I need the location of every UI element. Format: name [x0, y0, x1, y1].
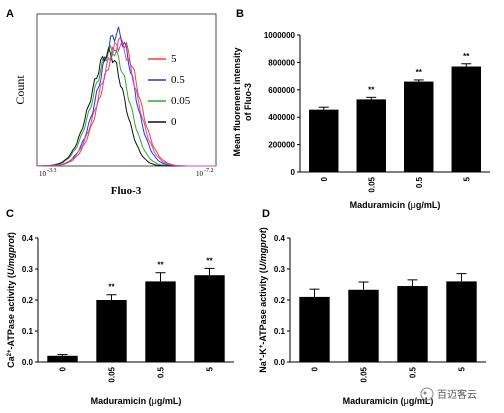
watermark-icon [420, 387, 434, 401]
histogram-tick-exp-left: -3.3 [47, 168, 57, 174]
x-axis-title: Maduramicin (μg/mL) [343, 396, 434, 406]
histogram-trace [37, 39, 216, 167]
bar [47, 355, 78, 362]
watermark: 百迈客云 [420, 387, 477, 401]
x-tick-label: 0.05 [360, 366, 369, 382]
y-tick-label: 0.2 [22, 296, 34, 305]
x-axis-title: Maduramicin (μg/mL) [350, 200, 441, 210]
x-tick-label: 0.5 [409, 366, 418, 378]
fluo3-intensity-chart: 0 200000 400000 600000 800000 1000000 0 ** 0.05 *… [232, 31, 490, 210]
bar [451, 66, 481, 172]
y-tick-label: 0.1 [22, 327, 34, 336]
significance-marker: ** [368, 85, 375, 94]
y-tick-label: 0.0 [22, 358, 34, 367]
bar [145, 281, 176, 362]
bar [348, 289, 379, 362]
bar [356, 99, 386, 172]
y-tick-label: 800000 [268, 58, 295, 67]
significance-marker: ** [416, 68, 423, 77]
y-tick-label: 0.4 [22, 234, 34, 243]
significance-marker: ** [463, 52, 470, 61]
x-tick-label: 5 [206, 366, 215, 371]
watermark-text: 百迈客云 [437, 388, 477, 401]
bar [194, 275, 225, 362]
y-axis-title: Mean fluorenent intensity [232, 47, 242, 156]
y-tick-label: 600000 [268, 86, 295, 95]
bar [404, 81, 434, 172]
ca-atpase-chart: 0.0 0.1 0.2 0.3 0.4 0 ** 0.05 ** 0.5 ** 5 Maduramici… [6, 232, 234, 406]
legend-label: 0 [171, 116, 177, 128]
bar [397, 286, 428, 362]
y-tick-label: 0.4 [274, 234, 286, 243]
histogram-x-tick-left: 10 -3.3 [39, 168, 57, 178]
y-tick-label: 400000 [268, 113, 295, 122]
y-tick-label: 0.2 [274, 296, 286, 305]
y-tick-label: 200000 [268, 141, 295, 150]
y-tick-label: 1000000 [264, 31, 296, 40]
legend-label: 5 [171, 53, 177, 65]
x-axis-title: Maduramicin (μg/mL) [91, 396, 182, 406]
y-tick-label: 0.3 [274, 265, 286, 274]
y-tick-label: 0.3 [22, 265, 34, 274]
x-tick-label: 5 [462, 176, 471, 181]
nak-atpase-chart: 0.0 0.1 0.2 0.3 0.4 0 0.05 0.5 5 Maduramicin (μg/… [258, 227, 486, 406]
histogram-tick-base-left: 10 [39, 170, 47, 178]
panel-letter-d: D [262, 208, 270, 220]
histogram-x-tick-right: 10 -7.2 [196, 168, 214, 178]
bar [446, 281, 477, 362]
histogram-legend: 5 0.5 0.05 0 [148, 53, 191, 128]
legend-label: 0.05 [171, 95, 191, 107]
y-tick-label: 0.1 [274, 327, 286, 336]
significance-marker: ** [157, 261, 164, 270]
x-tick-label: 0.5 [157, 366, 166, 378]
legend-label: 0.5 [171, 74, 185, 86]
x-tick-label: 0 [320, 176, 329, 181]
bar [309, 109, 339, 172]
significance-marker: ** [206, 256, 213, 265]
histogram-x-label: Fluo-3 [111, 185, 142, 197]
histogram-tick-base-right: 10 [196, 170, 204, 178]
bar [299, 296, 330, 362]
y-tick-label: 0 [291, 168, 296, 177]
x-tick-label: 0.05 [367, 176, 376, 192]
x-tick-label: 0 [59, 366, 68, 371]
x-tick-label: 0.5 [415, 176, 424, 188]
panel-letter-a: A [6, 8, 14, 20]
y-axis-title: Ca2+-ATPase activity (U/mgprot) [6, 232, 16, 368]
x-tick-label: 0 [311, 366, 320, 371]
histogram-frame [36, 13, 217, 167]
x-tick-label: 5 [458, 366, 467, 371]
histogram-panel: 5 0.5 0.05 0 Count Fluo-3 10 -3.3 10 -7.2 [13, 13, 217, 197]
y-tick-label: 0.0 [274, 358, 286, 367]
y-axis-title: Na+-K+-ATPase activity (U/mgprot) [258, 227, 268, 372]
significance-marker: ** [108, 283, 115, 292]
histogram-tick-exp-right: -7.2 [204, 168, 214, 174]
panel-letter-c: C [6, 208, 14, 220]
x-tick-label: 0.05 [108, 366, 117, 382]
bar [96, 300, 127, 362]
watermark-icon-dot [423, 391, 427, 395]
histogram-traces [36, 26, 216, 167]
histogram-y-label: Count [13, 75, 27, 105]
panel-letter-b: B [236, 8, 244, 20]
y-axis-title: of Fluo-3 [243, 83, 253, 121]
